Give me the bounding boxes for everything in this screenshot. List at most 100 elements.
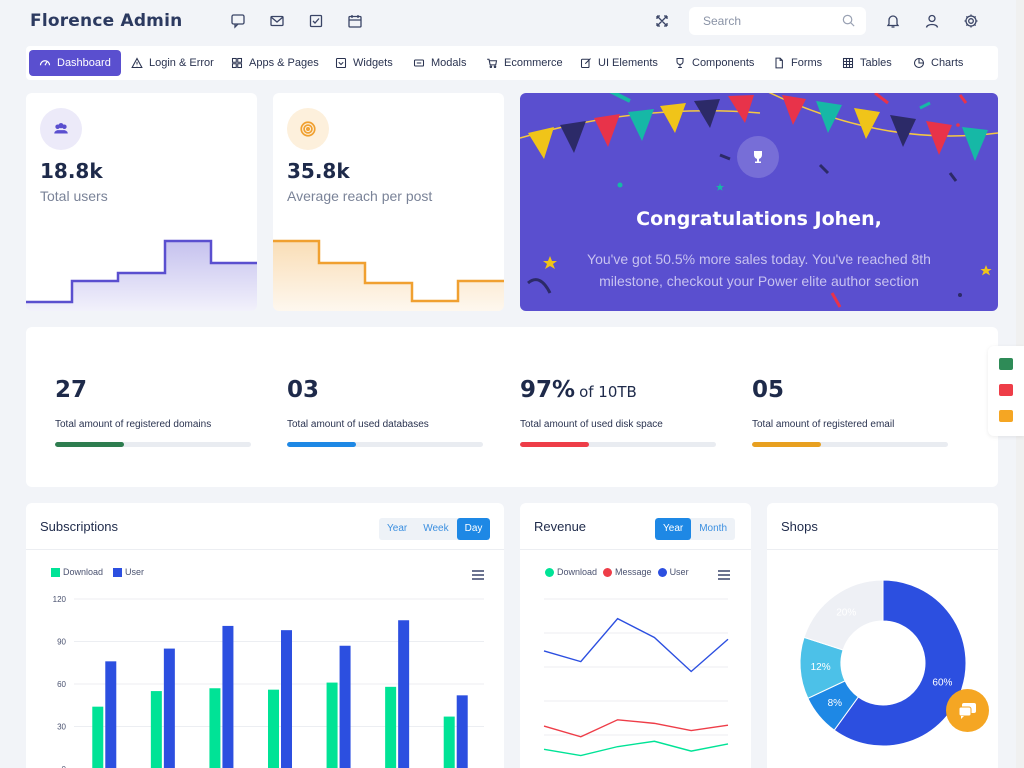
tab-day[interactable]: Day [456,518,491,540]
stat-value: 18.8k [40,159,103,183]
legend-item-download[interactable]: Download [545,567,597,577]
chart-menu-icon[interactable] [718,570,730,580]
y-tick-label: 30 [57,723,66,732]
nav-item-login-error[interactable]: Login & Error [121,50,224,76]
bell-icon[interactable] [884,12,902,30]
tab-year[interactable]: Year [387,523,408,534]
nav-item-components[interactable]: Components [664,50,764,76]
series-line-download[interactable] [543,740,729,757]
subscriptions-card: Subscriptions Year Week Day Download Use… [26,503,504,768]
card-title: Shops [781,519,818,534]
metric-label: Total amount of used disk space [520,419,663,430]
card-title: Subscriptions [40,519,119,534]
search-input[interactable] [703,14,833,28]
mail-icon[interactable] [268,12,286,30]
series-line-user[interactable] [543,617,729,673]
trophy-icon [754,151,762,163]
metric-value: 27 [55,377,88,403]
bar-user[interactable] [222,625,234,768]
slice-label: 60% [932,677,952,688]
table-icon [842,57,854,69]
nav-item-label: Dashboard [57,57,111,69]
legend-item-message[interactable]: Message [603,567,652,577]
revenue-card: Revenue Year Month Download Message User [520,503,751,768]
slice-label: 20% [836,607,856,618]
tab-month[interactable]: Month [699,523,728,534]
nav-item-apps-pages[interactable]: Apps & Pages [221,50,329,76]
chat-button[interactable] [946,689,989,732]
bar-download[interactable] [326,682,338,768]
legend-item-user[interactable]: User [657,567,689,577]
folder-icon[interactable] [999,410,1013,422]
chat-icon [958,702,976,719]
user-icon[interactable] [923,12,941,30]
bar-download[interactable] [209,688,221,768]
bar-download[interactable] [92,706,104,768]
calendar-icon[interactable] [346,12,364,30]
bar-download[interactable] [150,691,162,768]
y-tick-label: 60 [57,680,66,689]
y-tick-label: 90 [57,638,66,647]
legend-item-download[interactable]: Download [51,567,103,577]
top-bar: Florence Admin [0,0,1024,44]
bar-download[interactable] [443,716,455,768]
subscriptions-period-toggle: Year Week Day [379,518,491,540]
nav-item-widgets[interactable]: Widgets [325,50,403,76]
slice-label: 8% [828,698,843,709]
cart-icon [487,58,498,69]
nav-item-ecommerce[interactable]: Ecommerce [476,50,573,76]
donut-slice[interactable] [833,579,967,747]
bar-user[interactable] [281,630,292,768]
warning-icon [131,57,143,69]
nav-item-label: Components [692,57,755,69]
search-box[interactable] [689,7,866,35]
bar-user[interactable] [456,695,468,768]
image-icon[interactable] [999,384,1013,396]
users-icon [54,123,68,134]
side-tools-panel [988,346,1024,436]
divider [26,549,504,550]
stat-card-average-reach: 35.8k Average reach per post [273,93,504,311]
storage-metrics-card: 27 Total amount of registered domains 03… [26,327,998,487]
bar-download[interactable] [385,686,397,768]
nav-item-ui-elements[interactable]: UI Elements [570,50,668,76]
chart-menu-icon[interactable] [472,570,484,580]
checkbox-icon[interactable] [307,12,325,30]
nav-item-modals[interactable]: Modals [403,50,476,76]
divider [520,549,751,550]
main-nav: Dashboard Login & Error Apps & Pages Wid… [26,46,998,80]
bar-user[interactable] [163,648,175,768]
fullscreen-icon[interactable] [653,12,671,30]
nav-item-tables[interactable]: Tables [832,50,902,76]
nav-item-dashboard[interactable]: Dashboard [29,50,121,76]
bar-user[interactable] [398,620,410,768]
nav-item-forms[interactable]: Forms [763,50,832,76]
bar-download[interactable] [268,689,279,768]
gear-icon[interactable] [962,12,980,30]
nav-item-charts[interactable]: Charts [903,50,973,76]
chart-legend: Download Message User [545,567,689,577]
tab-year[interactable]: Year [655,518,692,540]
users-sparkline [26,239,257,311]
tab-week[interactable]: Week [423,523,449,534]
nav-item-label: Apps & Pages [249,57,319,69]
nav-item-label: Login & Error [149,57,214,69]
metric-label: Total amount of registered email [752,419,895,430]
bar-user[interactable] [105,661,117,768]
file-icon [775,57,783,69]
money-icon[interactable] [999,358,1013,370]
metric-value: 97% of 10TB [520,377,637,403]
edit-icon [580,58,591,69]
target-icon [300,121,316,137]
stat-icon-bubble [287,108,329,150]
search-icon[interactable] [841,13,856,33]
donut-slice[interactable] [803,579,884,651]
stat-card-total-users: 18.8k Total users [26,93,257,311]
nav-item-label: Widgets [353,57,393,69]
chat-icon[interactable] [229,12,247,30]
bar-user[interactable] [339,645,351,768]
series-line-message[interactable] [543,719,729,738]
subscriptions-bar-chart: 0 30 60 90 120 [53,595,484,768]
legend-item-user[interactable]: User [113,567,144,577]
reach-sparkline [273,239,504,311]
